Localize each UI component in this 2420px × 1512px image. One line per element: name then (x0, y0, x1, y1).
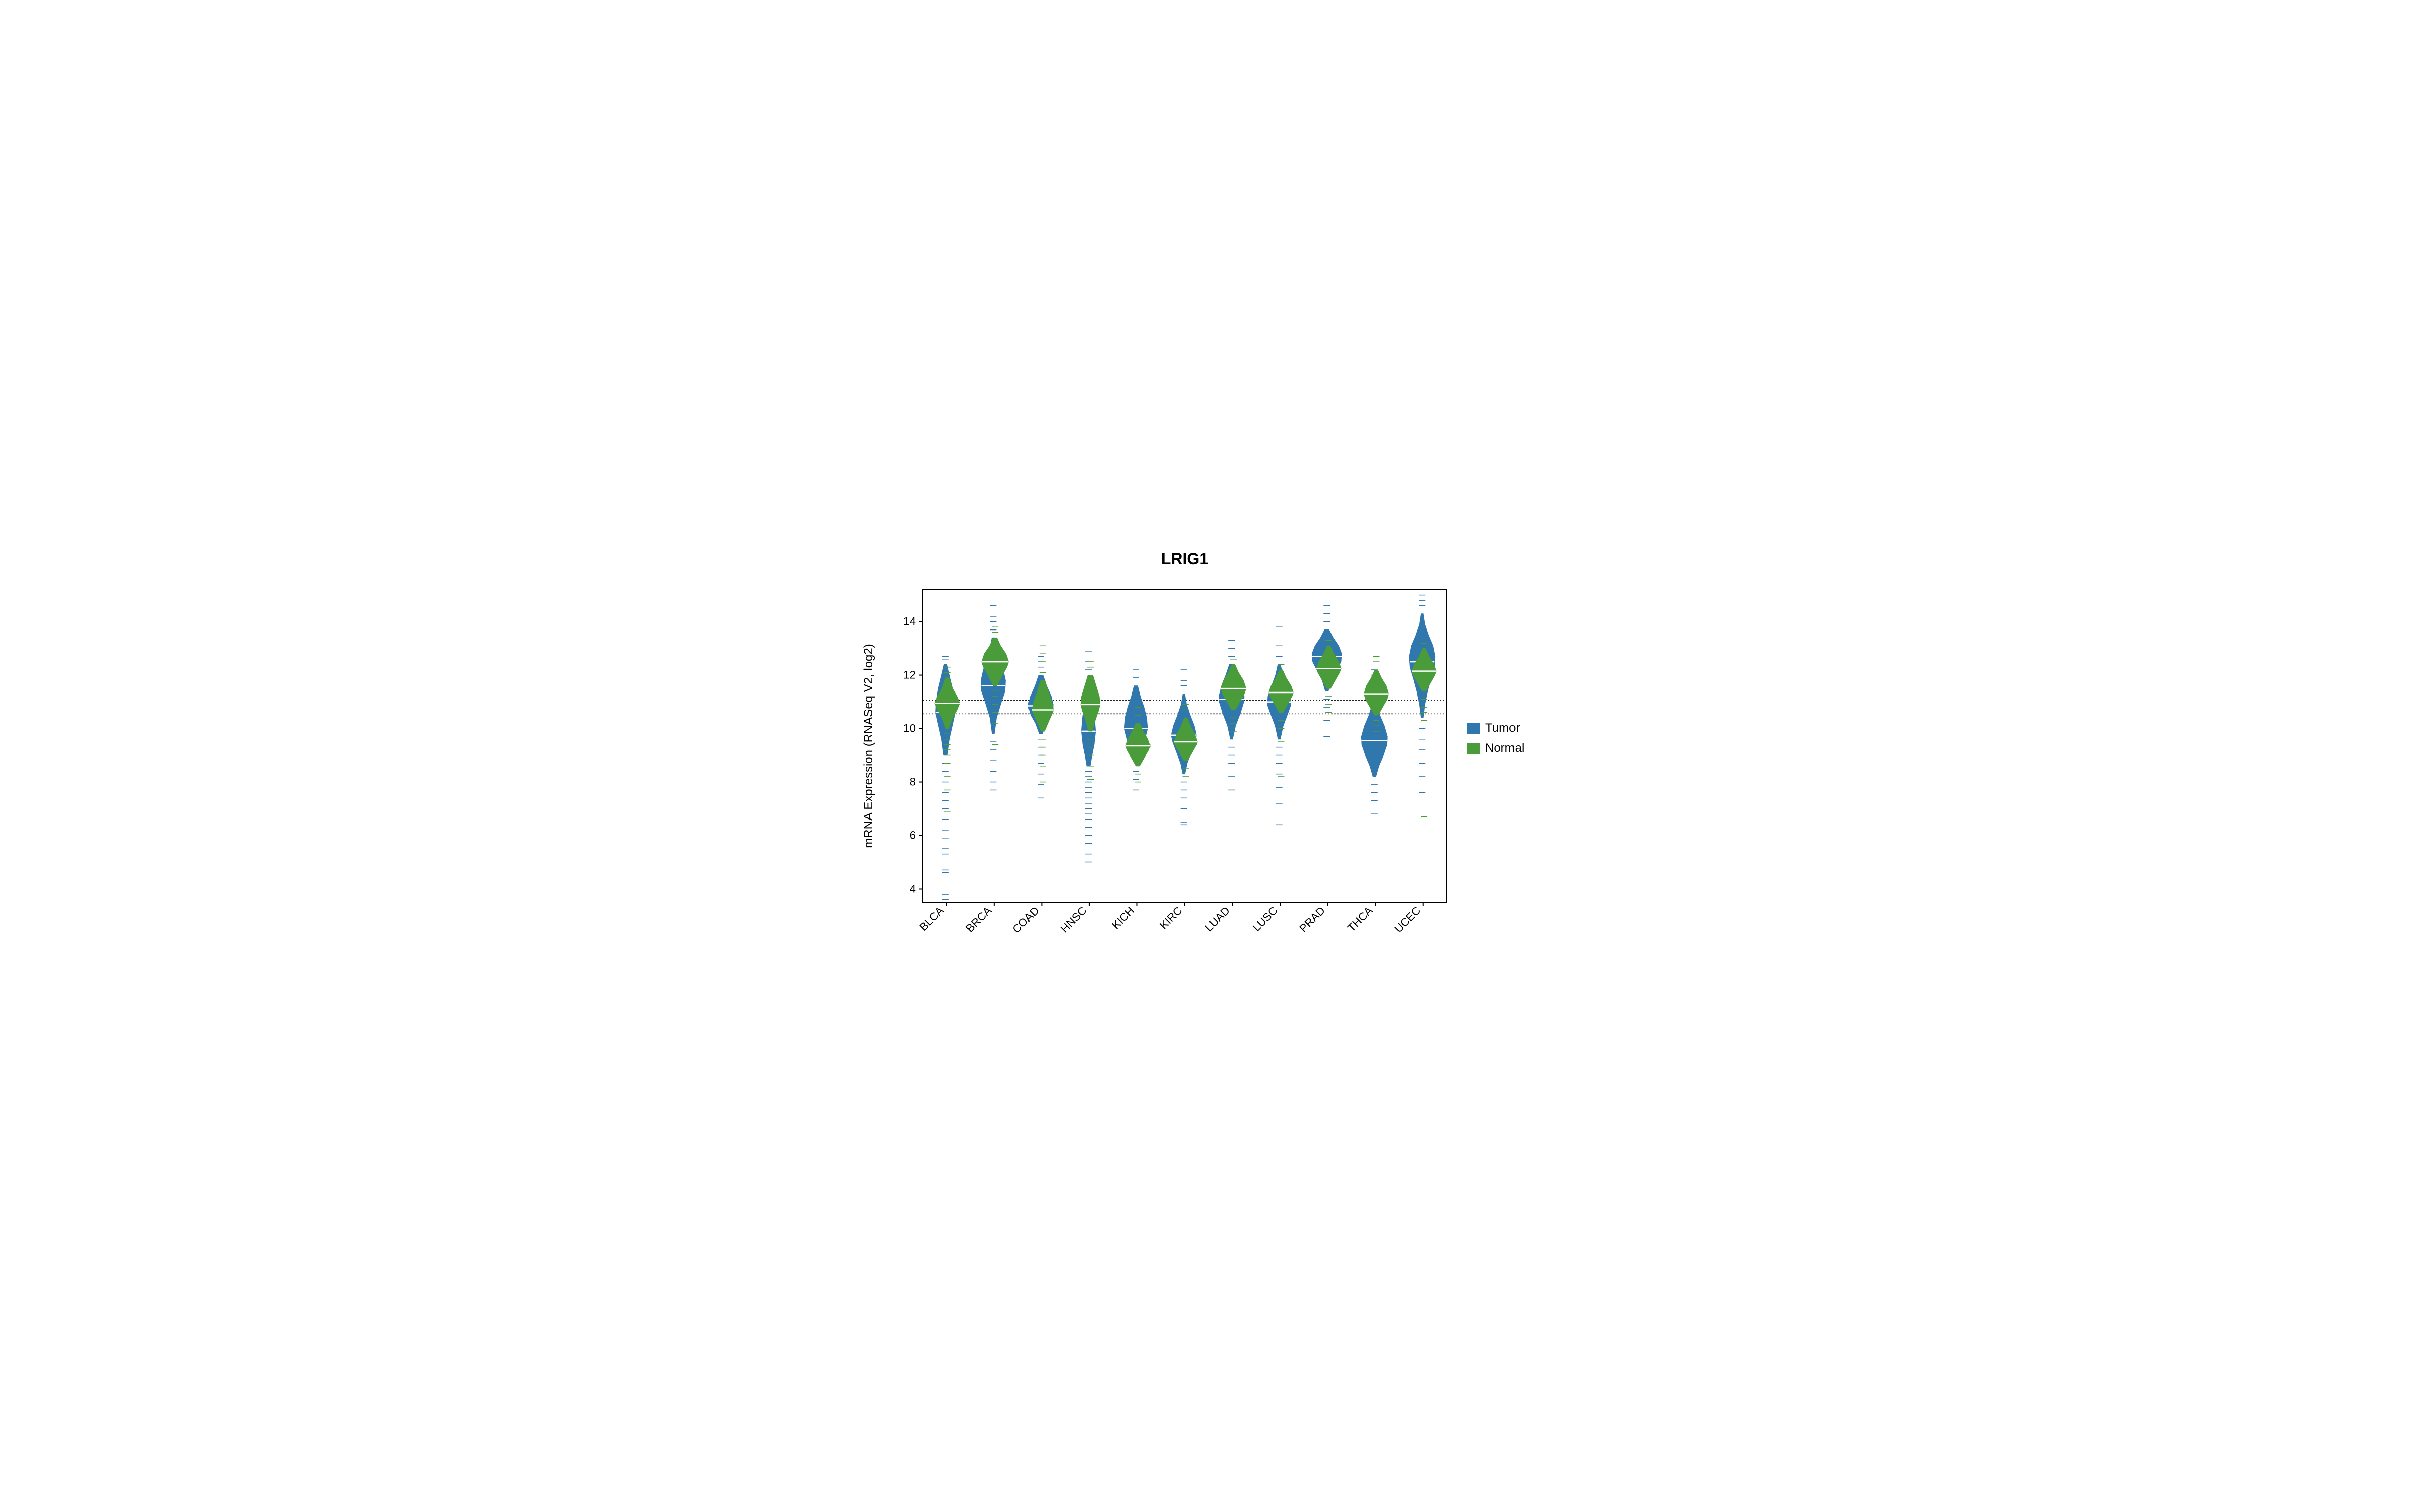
x-tick-label: PRAD (1297, 904, 1327, 935)
legend-label: Tumor (1485, 721, 1520, 735)
y-tick-label: 6 (910, 829, 916, 842)
legend-swatch (1467, 723, 1480, 734)
y-tick-label: 14 (903, 615, 916, 628)
y-axis-title: mRNA Expression (RNASeq V2, log2) (862, 644, 875, 848)
x-tick-label: COAD (1010, 904, 1042, 936)
x-tick-label: BLCA (917, 904, 946, 934)
x-tick-label: UCEC (1392, 904, 1423, 935)
y-tick-label: 12 (903, 669, 916, 681)
chart-wrapper: LRIG1 4 6 8 10 12 14 mRNA Expression (RNASeq V2… (0, 0, 2420, 1512)
chart-title: LRIG1 (1161, 550, 1208, 568)
y-tick-label: 4 (910, 883, 916, 895)
legend-label: Normal (1485, 741, 1524, 755)
legend-swatch (1467, 743, 1480, 754)
x-tick-label: KIRC (1157, 904, 1185, 932)
y-tick-label: 8 (910, 776, 916, 788)
y-tick-label: 10 (903, 722, 916, 735)
violin-chart: LRIG1 4 6 8 10 12 14 mRNA Expression (RNASeq V2… (842, 529, 1578, 983)
x-tick-label: LUAD (1202, 904, 1232, 934)
x-tick-label: HNSC (1058, 904, 1090, 935)
violin-normal-THCA (1364, 670, 1389, 715)
x-tick-label: LUSC (1250, 904, 1280, 934)
x-tick-label: KICH (1109, 904, 1137, 932)
x-tick-label: THCA (1345, 904, 1375, 934)
x-tick-label: BRCA (963, 904, 994, 935)
